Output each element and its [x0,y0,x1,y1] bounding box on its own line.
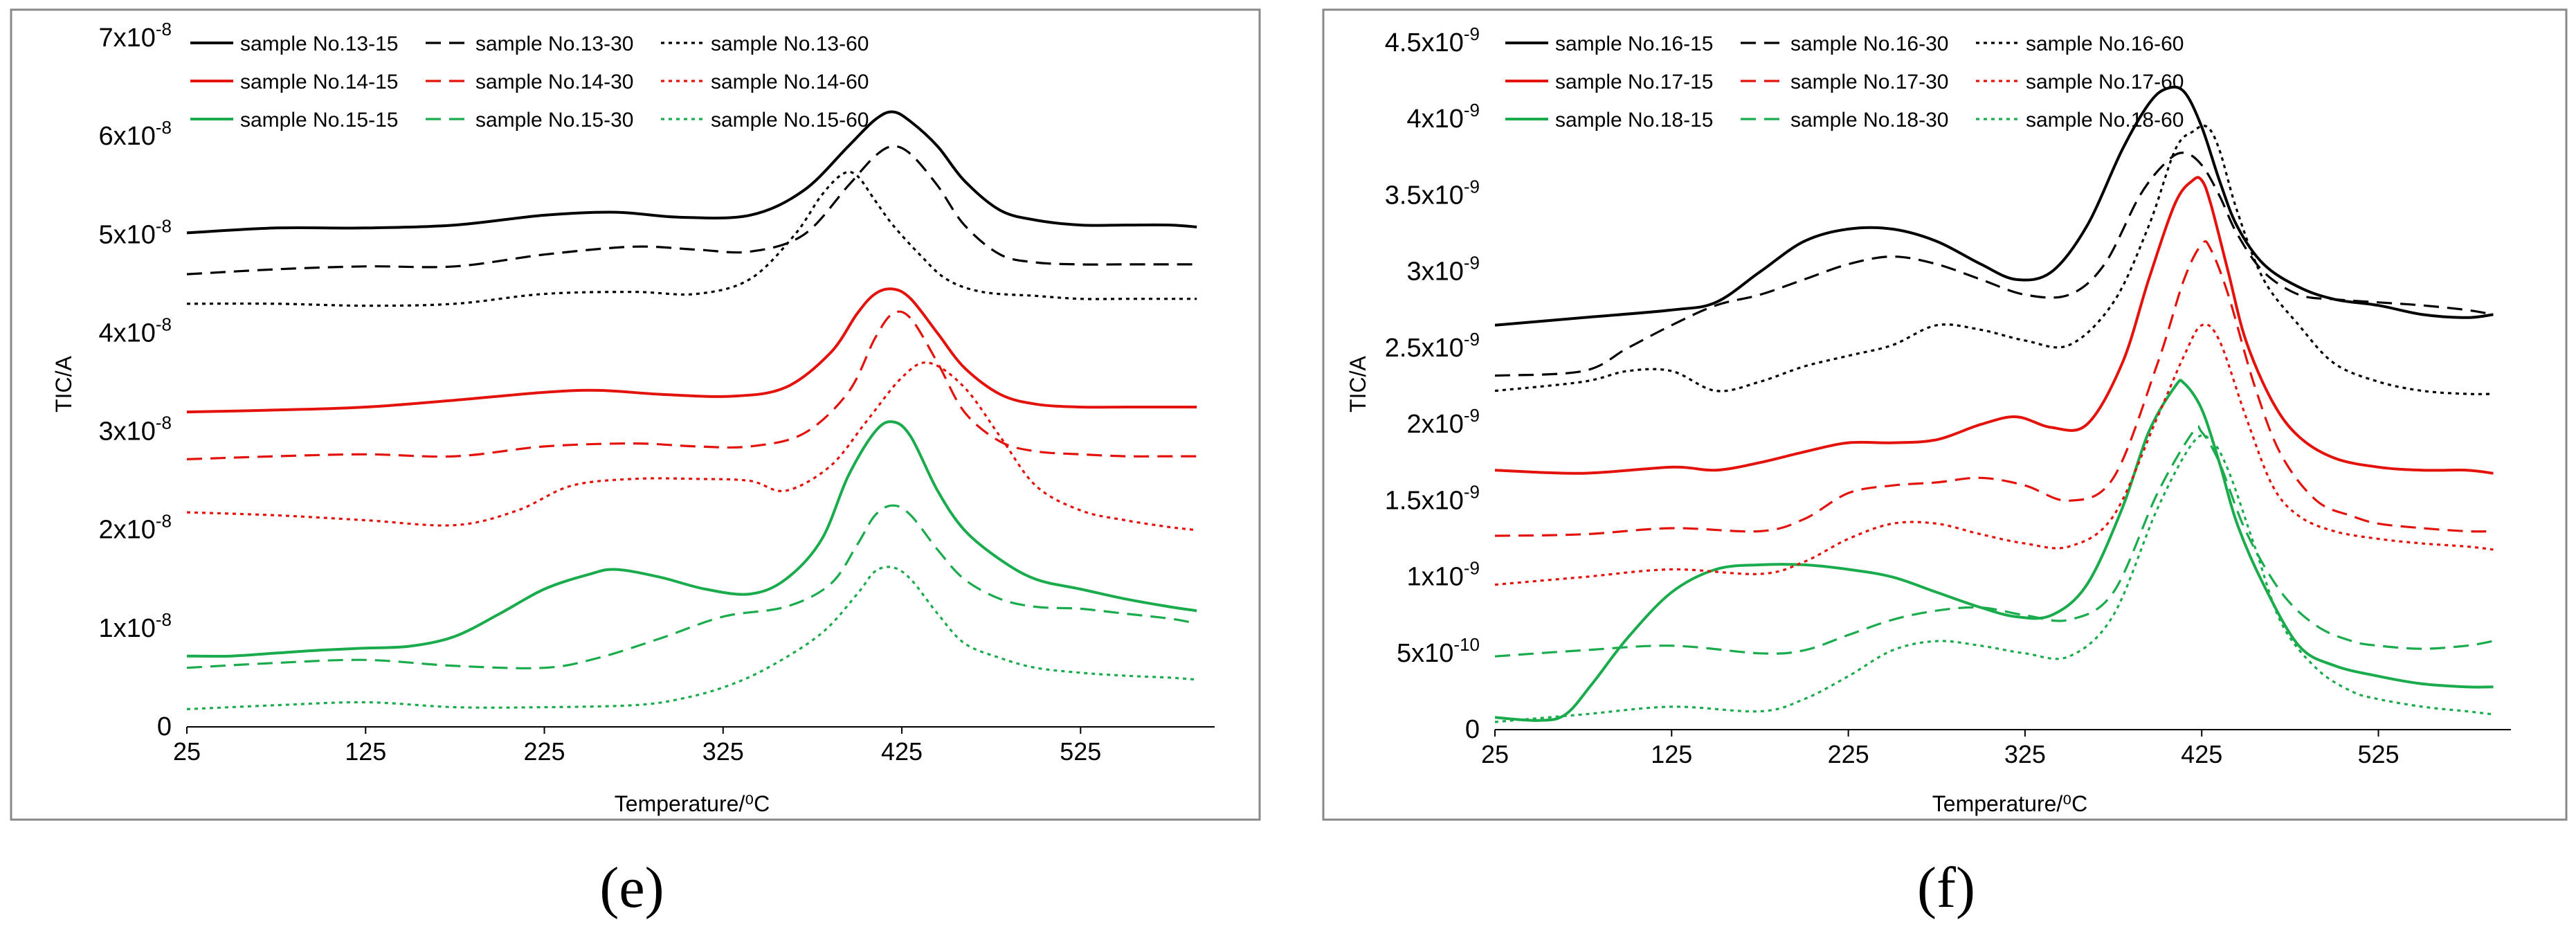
x-tick-label: 225 [523,737,565,766]
y-tick-label: 3x10-8 [98,413,172,447]
y-tick-label: 3x10-9 [1406,253,1480,287]
x-tick-label: 25 [173,737,201,766]
series-line-sample-no-18-30 [1494,425,2494,658]
legend-label: sample No.16-15 [1555,33,1713,55]
series-line-sample-no-15-30 [186,504,1197,669]
y-tick-label: 0 [157,712,172,741]
series-line-sample-no-14-60 [186,361,1197,532]
plot-area-e: 25 125 225 325 425 525 0 1x10-8 2x10-8 3x10-8 4x10… [98,19,1215,766]
y-tick-label: 1x10-9 [1406,558,1480,592]
legend-item: sample No.18-60 [1976,109,2184,132]
x-tick-label: 425 [2181,740,2222,768]
series-line-sample-no-16-60 [1494,125,2494,395]
legend-label: sample No.16-60 [2026,33,2184,55]
x-tick-label: 425 [881,737,923,766]
y-tick-label: 4x10-8 [98,314,172,348]
legend-item: sample No.16-15 [1505,33,1713,55]
series-line-sample-no-13-15 [186,110,1197,235]
y-tick-label: 4.5x10-9 [1385,24,1480,57]
legend-label: sample No.16-30 [1790,33,1948,55]
legend-item: sample No.16-60 [1976,33,2184,55]
legend-label: sample No.15-15 [240,109,398,132]
y-tick-label: 7x10-8 [98,19,172,53]
legend-label: sample No.14-30 [475,71,633,93]
y-tick-label: 1x10-8 [98,609,172,643]
legend-item: sample No.15-15 [190,109,398,132]
legend-item: sample No.13-60 [661,33,869,55]
y-tick-label: 2.5x10-9 [1385,329,1480,363]
x-axis-title-e: Temperature/⁰C [615,791,770,816]
y-axis-title-f: TIC/A [1345,355,1370,412]
legend-item: sample No.15-30 [426,109,633,132]
legend-item: sample No.17-30 [1741,71,1948,93]
legend-label: sample No.18-60 [2026,109,2184,132]
legend-label: sample No.17-60 [2026,71,2184,93]
x-tick-label: 225 [1828,740,1869,768]
chart-frame-e [10,8,1261,821]
legend-item: sample No.17-15 [1505,71,1713,93]
legend-label: sample No.18-30 [1790,109,1948,132]
legend-item: sample No.18-15 [1505,109,1713,132]
legend-label: sample No.17-15 [1555,71,1713,93]
series-line-sample-no-17-60 [1494,323,2494,586]
legend-label: sample No.14-15 [240,71,398,93]
panel-caption-f: (f) [1917,856,1975,920]
series-line-sample-no-14-30 [186,310,1197,460]
legend-label: sample No.14-60 [711,71,869,93]
legend-item: sample No.14-15 [190,71,398,93]
series-line-sample-no-16-30 [1494,152,2494,377]
series-line-sample-no-13-60 [186,170,1197,307]
legend-item: sample No.18-30 [1741,109,1948,132]
y-tick-label: 3.5x10-9 [1385,176,1480,210]
y-tick-label: 6x10-8 [98,117,172,151]
y-tick-label: 4x10-9 [1406,100,1480,134]
y-tick-label: 1.5x10-9 [1385,481,1480,515]
legend-f: sample No.16-15 sample No.16-30 sample No.… [1505,33,2184,132]
legend-item: sample No.14-60 [661,71,869,93]
panel-caption-e: (e) [599,856,664,920]
x-axis-title-f: Temperature/⁰C [1932,791,2087,816]
series-line-sample-no-17-30 [1494,240,2494,537]
chart-panel-f: Temperature/⁰C TIC/A [1322,8,2568,821]
series-line-sample-no-14-15 [186,287,1197,414]
legend-label: sample No.17-30 [1790,71,1948,93]
y-tick-label: 0 [1465,715,1480,744]
series-line-sample-no-15-15 [186,420,1197,658]
legend-item: sample No.17-60 [1976,71,2184,93]
x-tick-label: 525 [1060,737,1101,766]
series-line-sample-no-18-15 [1494,379,2494,722]
x-tick-label: 325 [702,737,744,766]
legend-label: sample No.18-15 [1555,109,1713,132]
y-tick-label: 2x10-9 [1406,405,1480,439]
legend-item: sample No.13-15 [190,33,398,55]
legend-label: sample No.15-60 [711,109,869,132]
plot-area-f: 25 125 225 325 425 525 0 5x10-10 1x10-9 1.5x10-9 2… [1385,24,2511,768]
legend-item: sample No.16-30 [1741,33,1948,55]
y-tick-label: 5x10-10 [1397,634,1480,668]
legend-label: sample No.13-30 [475,33,633,55]
y-tick-label: 5x10-8 [98,215,172,249]
legend-item: sample No.14-30 [426,71,633,93]
legend-label: sample No.13-15 [240,33,398,55]
x-tick-label: 525 [2357,740,2399,768]
legend-label: sample No.13-60 [711,33,869,55]
series-line-sample-no-13-30 [186,145,1197,276]
series-line-sample-no-15-60 [186,566,1197,710]
legend-item: sample No.13-30 [426,33,633,55]
x-tick-label: 125 [345,737,386,766]
chart-frame-f [1322,8,2568,821]
x-tick-label: 25 [1481,740,1509,768]
legend-label: sample No.15-30 [475,109,633,132]
y-axis-title-e: TIC/A [51,355,76,412]
series-line-sample-no-16-15 [1494,85,2494,327]
legend-e: sample No.13-15 sample No.13-30 sample No.… [190,33,869,132]
x-tick-label: 325 [2004,740,2046,768]
y-tick-label: 2x10-8 [98,511,172,545]
series-line-sample-no-17-15 [1494,176,2494,475]
chart-panel-e: Temperature/⁰C TIC/A [10,8,1261,821]
legend-item: sample No.15-60 [661,109,869,132]
x-tick-label: 125 [1651,740,1692,768]
